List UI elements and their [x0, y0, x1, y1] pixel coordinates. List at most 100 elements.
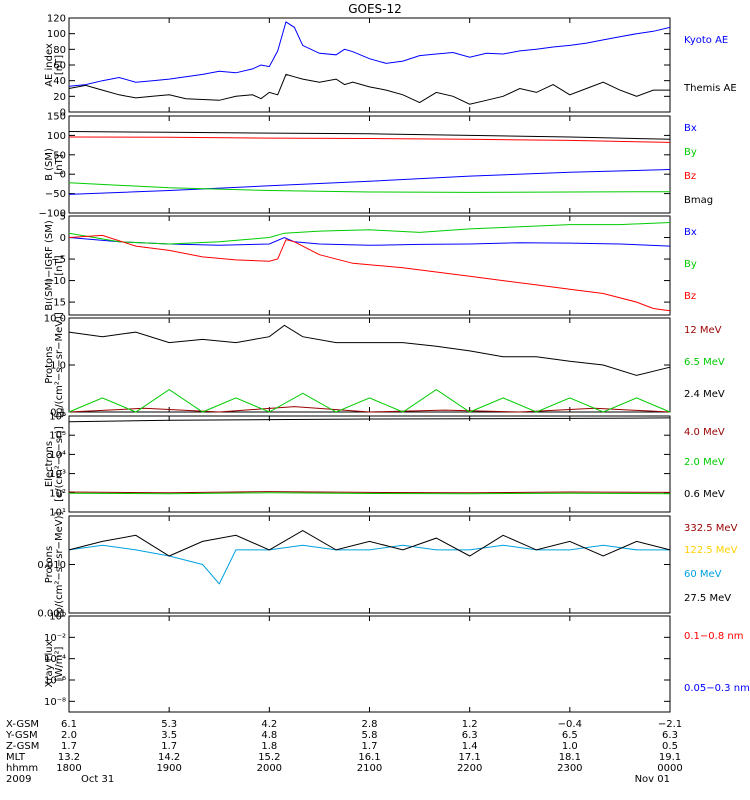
legend-entry: 2.0 MeV — [684, 457, 725, 468]
legend-entry: 0.1−0.8 nm — [684, 631, 743, 642]
y-tick-label: 10⁴ — [49, 450, 66, 461]
ephemeris-value: 1.4 — [462, 741, 478, 752]
legend-entry: Bx — [684, 227, 697, 238]
series-line — [68, 21, 671, 87]
y-tick-label: 10⁵ — [49, 431, 66, 442]
panel-frame — [68, 415, 671, 513]
y-tick-label: 60 — [53, 61, 66, 72]
legend-entry: Bmag — [684, 195, 713, 206]
panel-7: 10⁻⁸ 10⁻⁶ 10⁻⁴ 10⁻² 10⁰ Xray Flux [W/m²] 0.1−0.… — [44, 612, 750, 713]
ephemeris-value: 19.1 — [659, 752, 681, 763]
ephemeris-value: 1800 — [56, 763, 81, 774]
y-tick-label: 40 — [53, 76, 66, 87]
y-tick-label: 10⁶ — [49, 412, 66, 423]
ephemeris-value: 1.7 — [161, 741, 177, 752]
series-line — [68, 417, 671, 423]
y-tick-label: 10.0 — [44, 314, 66, 325]
legend-entry: 332.5 MeV — [684, 523, 738, 534]
series-line — [68, 169, 671, 195]
y-axis-label: [nT] — [54, 55, 65, 75]
panel-4: 0.1 1.0 10.0 Protons [p/(cm²−s−sr−MeV)] 12 Me… — [44, 312, 725, 419]
legend-entry: 0.6 MeV — [684, 489, 725, 500]
panel-5: 10¹ 10² 10³ 10⁴ 10⁵ 10⁶ Electrons [e/(cm²−s−sr)… — [44, 412, 725, 519]
ephemeris-value: 2200 — [457, 763, 482, 774]
legend-entry: By — [684, 259, 697, 270]
series-line — [68, 222, 671, 245]
series-line — [68, 131, 671, 140]
ephemeris-value: 1.0 — [562, 741, 578, 752]
y-tick-label: 1.0 — [50, 361, 66, 372]
ephemeris-value: 1900 — [156, 763, 181, 774]
legend-entry: Themis AE — [683, 83, 737, 94]
figure-title: GOES-12 — [348, 2, 402, 16]
y-tick-label: 120 — [47, 14, 66, 25]
ephemeris-value: 1.7 — [362, 741, 378, 752]
panel-frame — [68, 215, 671, 316]
series-line — [68, 388, 671, 413]
y-tick-label: 10¹ — [49, 508, 66, 519]
ephemeris-value: 2.0 — [61, 730, 77, 741]
y-tick-label: −10 — [45, 276, 66, 287]
y-tick-label: 80 — [53, 45, 66, 56]
y-axis-label: [p/(cm²−s−sr−MeV)] — [54, 511, 65, 617]
y-axis-label: [W/m²] — [54, 646, 65, 681]
y-tick-label: 100 — [47, 29, 66, 40]
series-line — [68, 136, 671, 143]
y-tick-label: 0.1 — [50, 408, 66, 419]
y-tick-label: −5 — [51, 255, 66, 266]
y-tick-label: 20 — [53, 92, 66, 103]
y-tick-label: 10² — [49, 488, 66, 499]
ephemeris-value: 5.3 — [161, 719, 177, 730]
y-tick-label: 0 — [60, 170, 66, 181]
y-tick-label: 10⁻⁶ — [44, 676, 66, 687]
ephemeris-value: 3.5 — [161, 730, 177, 741]
ephemeris-value: 6.3 — [462, 730, 478, 741]
y-tick-label: −100 — [39, 209, 66, 220]
legend-entry: By — [684, 147, 697, 158]
y-tick-label: −50 — [45, 189, 66, 200]
legend-entry: Bx — [684, 123, 697, 134]
ephemeris-value: 6.3 — [662, 730, 678, 741]
y-tick-label: 10⁻² — [44, 633, 66, 644]
y-tick-label: 10⁻⁸ — [44, 697, 66, 708]
ephemeris-value: 0000 — [657, 763, 682, 774]
panel-1: 0 20 40 60 80 100 120 AE index [nT] Kyoto AE Themi… — [44, 14, 737, 119]
legend-entry: 60 MeV — [684, 569, 722, 580]
y-tick-label: −15 — [45, 298, 66, 309]
ephemeris-value: 1.8 — [261, 741, 277, 752]
series-line — [68, 406, 671, 413]
y-tick-label: 0.001 — [37, 609, 66, 620]
y-axis-label: [p/(cm²−s−sr−MeV)] — [54, 312, 65, 418]
series-line — [68, 544, 670, 585]
ephemeris-value: −2.1 — [658, 719, 682, 730]
ephemeris-value: 1.2 — [462, 719, 478, 730]
series-line — [68, 491, 671, 494]
panel-frame — [68, 515, 671, 614]
y-tick-label: 10⁻⁴ — [44, 654, 66, 665]
legend-entry: 27.5 MeV — [684, 593, 731, 604]
y-tick-label: 0 — [60, 233, 66, 244]
legend-entry: Bz — [684, 171, 696, 182]
ephemeris-value: 2000 — [257, 763, 282, 774]
legend-entry: Kyoto AE — [684, 35, 728, 46]
y-tick-label: 50 — [53, 150, 66, 161]
ephemeris-value: Nov 01 — [635, 774, 670, 785]
ephemeris-value: 2.8 — [362, 719, 378, 730]
ephemeris-value: 17.1 — [459, 752, 481, 763]
y-axis-label: Protons — [44, 546, 55, 583]
y-axis-label: Xray Flux — [44, 640, 55, 687]
ephemeris-value: 16.1 — [358, 752, 380, 763]
series-line — [68, 73, 670, 105]
y-tick-label: 5 — [60, 212, 66, 223]
y-axis-label: Electrons — [44, 441, 55, 487]
legend-entry: 12 MeV — [684, 325, 722, 336]
ephemeris-value: Oct 31 — [81, 774, 114, 785]
ephemeris-value: 2300 — [557, 763, 582, 774]
y-axis-label: B (SM) — [44, 148, 55, 181]
ephemeris-value: 4.2 — [261, 719, 277, 730]
y-tick-label: 0.010 — [37, 560, 66, 571]
legend-entry: 2.4 MeV — [684, 389, 725, 400]
ephemeris-row-label: MLT — [6, 752, 26, 763]
